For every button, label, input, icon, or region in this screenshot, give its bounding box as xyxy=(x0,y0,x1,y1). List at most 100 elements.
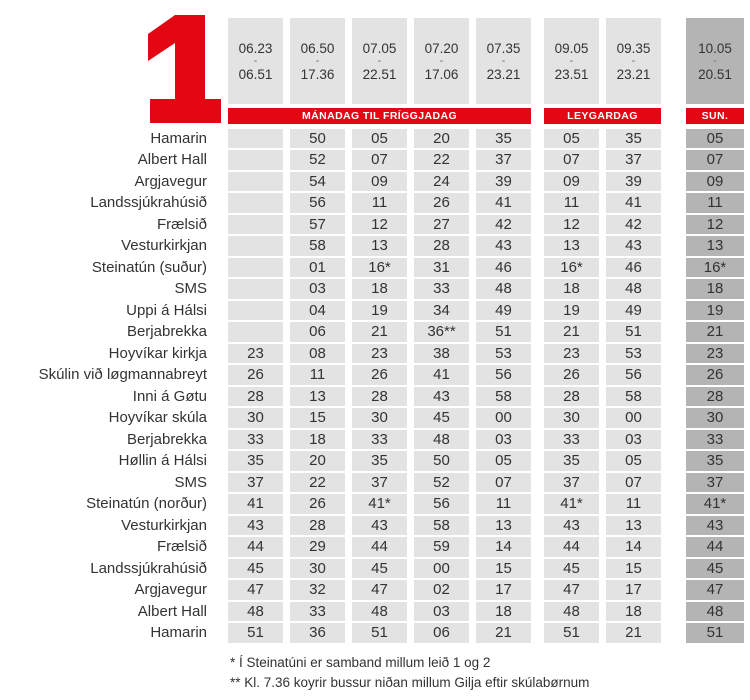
time-cell: 33 xyxy=(686,429,744,450)
stop-name: Landssjúkrahúsið xyxy=(90,194,207,212)
time-cell: 13 xyxy=(476,515,531,536)
time-cell: 48 xyxy=(414,429,469,450)
table-row: Hoyvíkar kirkja 23 08 23 38 53 23 53 23 xyxy=(0,343,750,364)
stop-name: SMS xyxy=(174,280,207,298)
time-cell: 26 xyxy=(352,365,407,385)
column-header-3: 07.05-22.51 xyxy=(352,18,407,104)
table-row: Argjavegur 54 09 24 39 09 39 09 xyxy=(0,171,750,192)
time-cell: 17 xyxy=(476,580,531,600)
stop-name: Høllin á Hálsi xyxy=(118,452,207,470)
time-cell: 01 xyxy=(290,257,345,278)
time-cell: 16* xyxy=(544,257,599,278)
time-cell: 35 xyxy=(544,451,599,471)
time-cell: 57 xyxy=(290,214,345,235)
time-cell: 26 xyxy=(544,365,599,385)
time-cell: 46 xyxy=(476,257,531,278)
time-cell: 48 xyxy=(228,601,283,622)
time-cell: 18 xyxy=(352,279,407,299)
time-cell: 15 xyxy=(476,558,531,579)
time-cell: 12 xyxy=(686,214,744,235)
time-cell: 18 xyxy=(290,429,345,450)
time-cell: 33 xyxy=(290,601,345,622)
time-cell: 31 xyxy=(414,257,469,278)
header-time: 23.51 xyxy=(554,66,589,82)
time-cell: 37 xyxy=(606,150,661,170)
header-time: 07.20 xyxy=(424,40,459,56)
header-time: - xyxy=(713,54,717,67)
time-cell: 13 xyxy=(290,386,345,407)
time-cell: 00 xyxy=(606,408,661,428)
table-row: Inni á Gøtu 28 13 28 43 58 28 58 28 xyxy=(0,386,750,407)
time-cell: 58 xyxy=(414,515,469,536)
time-cell: 37 xyxy=(686,472,744,493)
time-cell: 08 xyxy=(290,343,345,364)
table-row: Hamarin 50 05 20 35 05 35 05 xyxy=(0,129,750,149)
time-cell: 24 xyxy=(414,171,469,192)
time-cell: 28 xyxy=(414,236,469,256)
time-cell: 47 xyxy=(228,580,283,600)
table-row: Landssjúkrahúsið 56 11 26 41 11 41 11 xyxy=(0,193,750,213)
stop-name: Frælsið xyxy=(156,215,207,233)
time-cell: 13 xyxy=(606,515,661,536)
time-cell: 14 xyxy=(606,537,661,557)
time-cell: 41* xyxy=(352,494,407,514)
time-cell: 48 xyxy=(544,601,599,622)
stop-name: Berjabrekka xyxy=(126,430,207,448)
header-time: 10.05 xyxy=(698,40,732,56)
time-cell: 28 xyxy=(352,386,407,407)
time-cell: 21 xyxy=(352,322,407,342)
time-cell: 26 xyxy=(414,193,469,213)
column-header-4: 07.20-17.06 xyxy=(414,18,469,104)
time-cell: 35 xyxy=(686,451,744,471)
header-time: 23.21 xyxy=(486,66,521,82)
time-cell: 18 xyxy=(544,279,599,299)
route-number-digit xyxy=(148,15,221,123)
time-cell: 50 xyxy=(414,451,469,471)
stop-name: Hoyvíkar skúla xyxy=(108,409,207,427)
time-cell: 20 xyxy=(414,129,469,149)
time-cell: 45 xyxy=(228,558,283,579)
time-cell: 51 xyxy=(606,322,661,342)
time-cell xyxy=(228,129,283,149)
time-cell: 30 xyxy=(686,408,744,428)
time-cell: 35 xyxy=(228,451,283,471)
header-time: 23.21 xyxy=(616,66,651,82)
time-cell: 11 xyxy=(352,193,407,213)
table-row: Berjabrekka 33 18 33 48 03 33 03 33 xyxy=(0,429,750,450)
time-cell: 47 xyxy=(686,580,744,600)
time-cell: 05 xyxy=(544,129,599,149)
time-cell: 13 xyxy=(544,236,599,256)
time-cell: 21 xyxy=(606,623,661,643)
stop-name: Argjavegur xyxy=(134,172,207,190)
time-cell: 41* xyxy=(544,494,599,514)
header-time: 17.36 xyxy=(300,66,335,82)
time-cell: 45 xyxy=(544,558,599,579)
time-cell: 44 xyxy=(544,537,599,557)
time-cell xyxy=(228,236,283,256)
time-cell: 32 xyxy=(290,580,345,600)
time-cell: 19 xyxy=(352,300,407,321)
time-cell: 05 xyxy=(606,451,661,471)
stop-name: SMS xyxy=(174,473,207,491)
time-cell: 37 xyxy=(228,472,283,493)
stop-name: Hoyvíkar kirkja xyxy=(108,344,207,362)
table-row: Skúlin við løgmannabreyt 26 11 26 41 56 26 56 26 xyxy=(0,365,750,385)
time-cell: 33 xyxy=(352,429,407,450)
time-cell: 17 xyxy=(606,580,661,600)
stop-name: Albert Hall xyxy=(137,151,207,169)
time-cell: 11 xyxy=(686,193,744,213)
time-cell xyxy=(228,193,283,213)
time-cell: 07 xyxy=(544,150,599,170)
time-cell: 23 xyxy=(544,343,599,364)
time-cell: 33 xyxy=(228,429,283,450)
table-row: Vesturkirkjan 58 13 28 43 13 43 13 xyxy=(0,236,750,256)
time-cell: 37 xyxy=(544,472,599,493)
time-cell: 03 xyxy=(606,429,661,450)
time-cell: 45 xyxy=(352,558,407,579)
time-cell: 18 xyxy=(476,601,531,622)
time-cell: 56 xyxy=(414,494,469,514)
time-cell: 22 xyxy=(290,472,345,493)
time-cell: 23 xyxy=(352,343,407,364)
header-time: 22.51 xyxy=(362,66,397,82)
time-cell: 52 xyxy=(290,150,345,170)
